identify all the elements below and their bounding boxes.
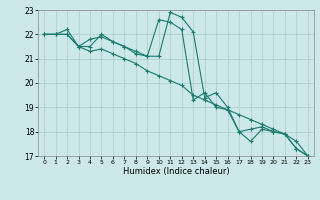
X-axis label: Humidex (Indice chaleur): Humidex (Indice chaleur) (123, 167, 229, 176)
